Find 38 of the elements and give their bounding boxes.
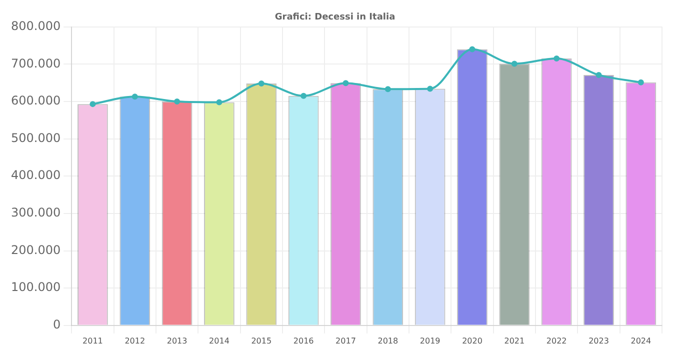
x-tick-label: 2015: [251, 336, 272, 346]
point: [174, 98, 180, 104]
y-tick-label: 600.000: [11, 94, 61, 108]
y-tick-label: 300.000: [11, 206, 61, 220]
point: [638, 79, 644, 86]
y-tick-label: 700.000: [11, 56, 61, 70]
x-tick-label: 2012: [124, 336, 146, 346]
x-tick-label: 2020: [462, 336, 482, 346]
point: [90, 101, 96, 108]
x-tick-label: 2017: [336, 336, 356, 346]
point: [384, 86, 391, 92]
point: [511, 60, 518, 67]
x-tick-label: 2024: [630, 336, 652, 346]
x-tick-label: 2014: [209, 336, 230, 346]
point: [300, 92, 307, 99]
x-tick-label: 2021: [504, 336, 525, 346]
x-tick-label: 2013: [166, 336, 188, 346]
x-tick-label: 2023: [588, 336, 609, 346]
x-tick-label: 2011: [82, 336, 103, 346]
y-tick-label: 800.000: [11, 18, 61, 33]
x-tick-label: 2022: [546, 336, 567, 346]
x-tick-label: 2016: [293, 336, 314, 346]
y-tick-label: 200.000: [11, 242, 61, 257]
point: [132, 94, 138, 100]
point: [342, 80, 349, 86]
point: [427, 86, 434, 92]
x-tick-label: 2018: [378, 336, 398, 346]
point: [216, 99, 222, 106]
y-tick-label: 500.000: [11, 130, 61, 145]
point: [554, 56, 560, 62]
chart-title: Grafici: Decessi in Italia: [274, 12, 396, 23]
point: [469, 46, 476, 52]
y-tick-label: 0: [52, 318, 61, 332]
y-tick-label: 400.000: [11, 168, 61, 182]
x-tick-label: 2019: [420, 336, 440, 346]
point: [596, 72, 602, 78]
point: [258, 80, 264, 87]
y-tick-label: 100.000: [11, 280, 61, 294]
